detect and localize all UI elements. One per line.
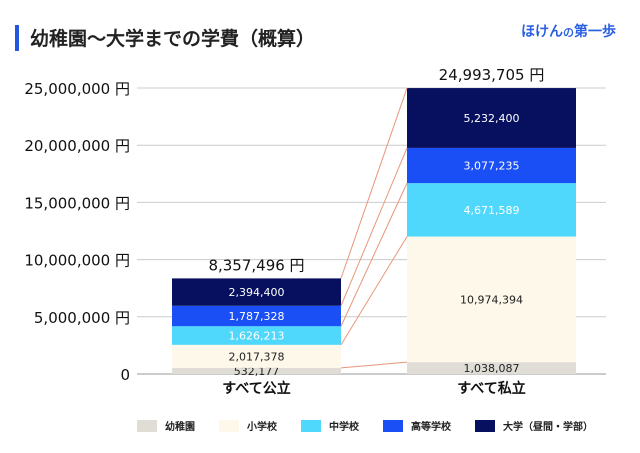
legend-item: 中学校 <box>301 418 359 433</box>
connector-line <box>340 147 408 306</box>
title-accent <box>15 25 19 51</box>
legend-swatch <box>219 419 239 432</box>
brand-logo: ほけんの第一歩 <box>521 24 616 40</box>
total-label: 24,993,705 円 <box>439 66 545 84</box>
y-tick-label: 0 <box>120 366 130 384</box>
connector-line <box>340 361 408 369</box>
connector-line <box>340 87 408 279</box>
y-tick-label: 10,000,000 円 <box>24 252 130 270</box>
value-label: 10,974,394 <box>460 293 523 306</box>
bar-segment <box>172 305 341 327</box>
legend-swatch <box>383 419 403 432</box>
bar-segment <box>172 367 341 374</box>
value-label: 1,038,087 <box>464 362 520 375</box>
value-label: 2,394,400 <box>229 286 285 299</box>
value-label: 4,671,589 <box>464 204 520 217</box>
category-label: すべて私立 <box>457 380 525 397</box>
bar-segment <box>407 183 576 237</box>
y-tick-label: 20,000,000 円 <box>24 137 130 155</box>
legend-swatch <box>475 419 495 432</box>
legend-label: 幼稚園 <box>165 422 195 433</box>
legend: 幼稚園 小学校 中学校 高等学校 大学（昼間・学部） <box>137 418 617 433</box>
legend-label: 中学校 <box>329 422 359 433</box>
bar-segment <box>407 362 576 374</box>
value-label: 1,787,328 <box>229 310 285 323</box>
bar-segment <box>407 88 576 148</box>
legend-item: 高等学校 <box>383 418 451 433</box>
legend-item: 幼稚園 <box>137 418 195 433</box>
y-tick-label: 5,000,000 円 <box>34 309 130 327</box>
total-label: 8,357,496 円 <box>208 256 304 274</box>
legend-label: 高等学校 <box>411 422 451 433</box>
legend-label: 小学校 <box>247 422 277 433</box>
connector-line <box>340 236 408 346</box>
bar-segment <box>172 326 341 345</box>
legend-item: 大学（昼間・学部） <box>475 418 593 433</box>
bar-segment <box>172 278 341 306</box>
bar-segment <box>407 236 576 363</box>
value-label: 1,626,213 <box>229 330 285 343</box>
y-tick-label: 15,000,000 円 <box>24 194 130 212</box>
bar-segment <box>407 147 576 184</box>
page-title: 幼稚園〜大学までの学費（概算） <box>30 28 316 50</box>
bar-segment <box>172 344 341 368</box>
legend-item: 小学校 <box>219 418 277 433</box>
category-label: すべて公立 <box>222 380 290 397</box>
value-label: 532,177 <box>234 365 280 378</box>
connector-line <box>340 182 408 327</box>
value-label: 3,077,235 <box>464 160 520 173</box>
legend-label: 大学（昼間・学部） <box>503 422 593 433</box>
y-tick-label: 25,000,000 円 <box>24 80 130 98</box>
legend-swatch <box>301 419 321 432</box>
value-label: 5,232,400 <box>464 112 520 125</box>
legend-swatch <box>137 419 157 432</box>
value-label: 2,017,378 <box>229 350 285 363</box>
